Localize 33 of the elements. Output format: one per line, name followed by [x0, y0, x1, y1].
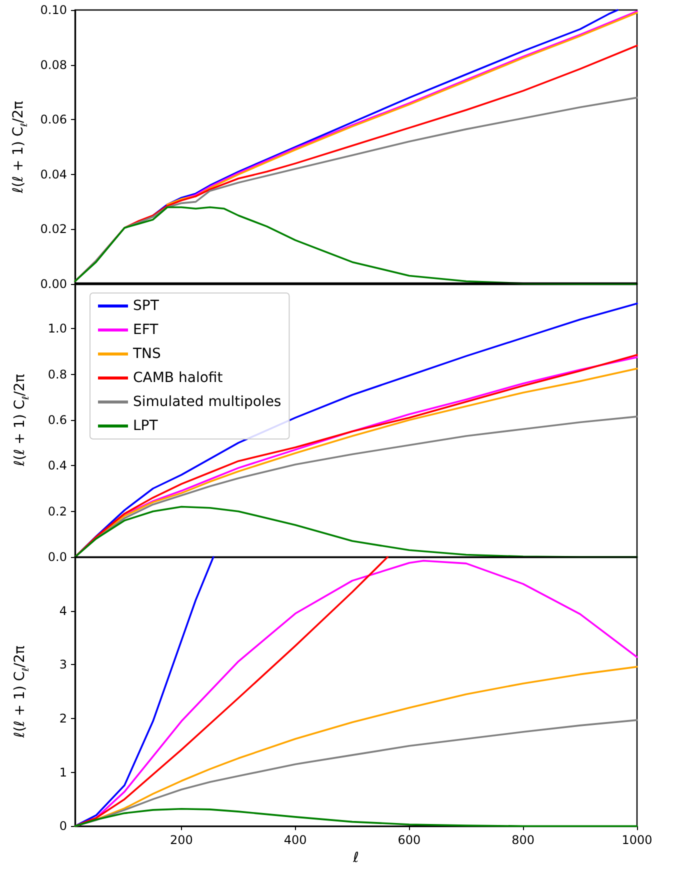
- y-tick-label: 3: [59, 658, 67, 672]
- y-tick-label: 0.0: [48, 550, 67, 564]
- x-tick-label: 200: [170, 833, 193, 848]
- x-tick-label: 600: [398, 833, 421, 848]
- legend-label: EFT: [133, 322, 159, 338]
- y-tick-label: 0.4: [48, 458, 67, 473]
- legend-label: LPT: [133, 418, 158, 434]
- y-axis-title: ℓ(ℓ + 1) Cℓ/2π: [10, 100, 30, 194]
- y-tick-label: 2: [59, 711, 67, 726]
- y-tick-label: 1: [59, 765, 67, 780]
- y-tick-label: 0.08: [40, 58, 67, 72]
- y-tick-label: 0.04: [40, 167, 67, 182]
- y-axis-title: ℓ(ℓ + 1) Cℓ/2π: [12, 644, 32, 739]
- y-tick-label: 0.2: [48, 504, 67, 518]
- x-tick-label: 400: [284, 833, 307, 848]
- y-tick-label: 0: [59, 819, 67, 834]
- x-axis-title: ℓ: [352, 850, 359, 866]
- legend-label: Simulated multipoles: [133, 394, 282, 410]
- legend-label: CAMB halofit: [133, 370, 224, 386]
- y-tick-label: 1.0: [48, 322, 67, 336]
- y-tick-label: 4: [59, 604, 67, 618]
- y-tick-label: 0.02: [40, 222, 67, 236]
- x-tick-label: 1000: [622, 833, 652, 848]
- line-series: [74, 96, 638, 282]
- legend-label: SPT: [133, 298, 160, 314]
- y-tick-label: 0.06: [40, 112, 67, 127]
- y-tick-label: 0.6: [48, 413, 67, 427]
- y-axis-title: ℓ(ℓ + 1) Cℓ/2π: [12, 373, 32, 468]
- x-tick-label: 800: [512, 833, 535, 848]
- y-tick-label: 0.8: [48, 367, 67, 382]
- legend-label: TNS: [132, 346, 162, 362]
- y-tick-label: 0.10: [40, 3, 67, 17]
- y-tick-label: 0.00: [40, 277, 67, 291]
